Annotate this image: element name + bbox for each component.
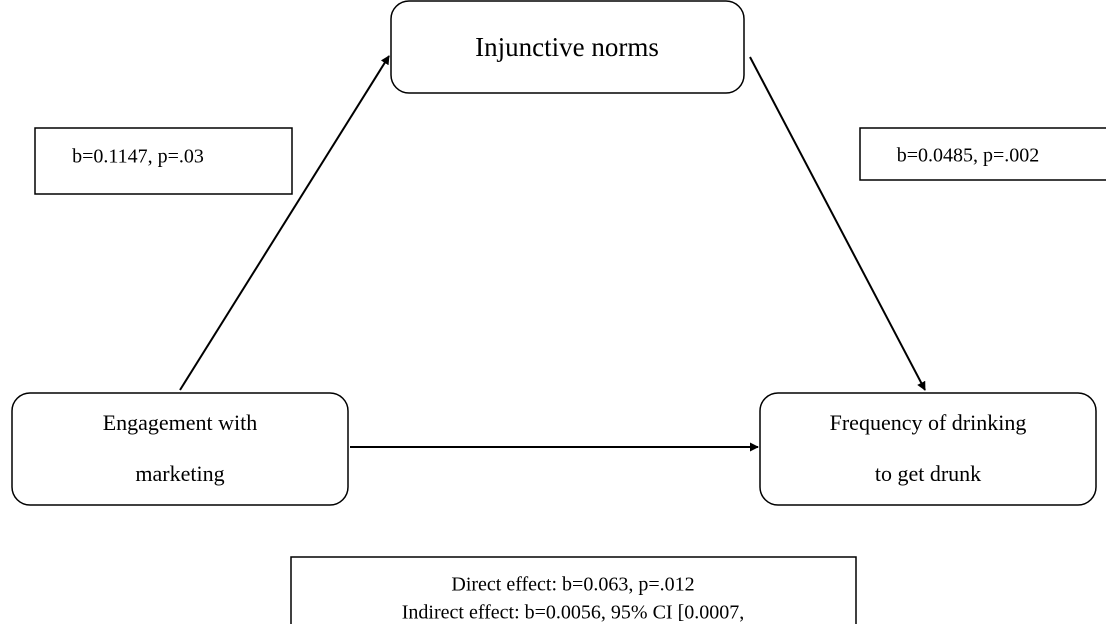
node-box xyxy=(11,392,349,506)
path-label: b=0.1147, p=.03 xyxy=(72,146,204,168)
node-label: Engagement with xyxy=(103,410,258,435)
effect-text: Indirect effect: b=0.0056, 95% CI [0.000… xyxy=(402,602,745,624)
node-label: Frequency of drinking xyxy=(830,410,1027,435)
node-box xyxy=(759,392,1097,506)
arrow xyxy=(749,56,926,391)
node-label: to get drunk xyxy=(875,461,981,486)
arrow xyxy=(179,55,390,391)
node-label: Injunctive norms xyxy=(475,32,659,62)
effect-text: Direct effect: b=0.063, p=.012 xyxy=(451,574,694,596)
path-label: b=0.0485, p=.002 xyxy=(897,145,1040,167)
effects-box xyxy=(290,556,857,624)
node-box xyxy=(390,0,745,94)
path-label-box xyxy=(34,127,293,195)
path-label-box xyxy=(859,127,1106,181)
node-label: marketing xyxy=(135,461,224,486)
